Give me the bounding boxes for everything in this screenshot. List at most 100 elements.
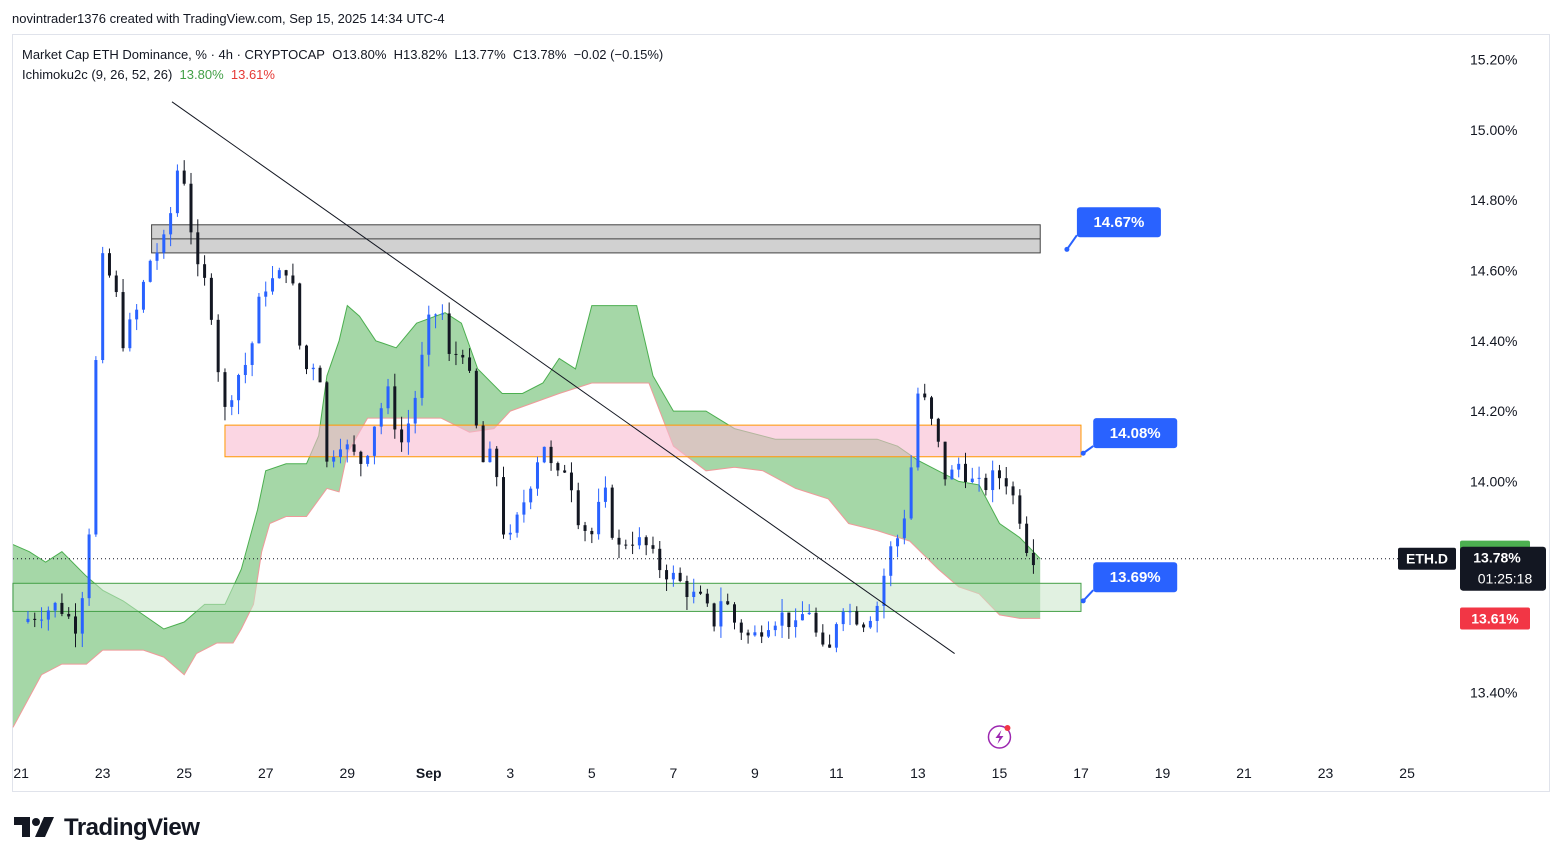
ohlc-open-value: 13.80% bbox=[342, 47, 387, 62]
candle-up bbox=[162, 234, 166, 253]
x-axis-tick-label: 5 bbox=[588, 765, 596, 781]
candle-up bbox=[794, 620, 798, 628]
green-support-zone[interactable] bbox=[12, 582, 1082, 612]
candle-down bbox=[814, 612, 818, 633]
candle-down bbox=[67, 613, 71, 617]
candle-up bbox=[427, 314, 431, 355]
x-axis-tick-label: Sep bbox=[416, 765, 442, 781]
ichimoku-span-b bbox=[12, 382, 1041, 728]
lightning-icon[interactable] bbox=[987, 725, 1012, 749]
candle-down bbox=[216, 319, 220, 373]
descending-trendline[interactable] bbox=[171, 101, 955, 654]
candle-up bbox=[753, 632, 757, 636]
candle-down bbox=[454, 353, 458, 355]
candle-up bbox=[875, 605, 879, 621]
y-axis-tick-label: 15.20% bbox=[1470, 52, 1517, 68]
x-axis-tick-label: 3 bbox=[506, 765, 514, 781]
x-axis-tick-label: 7 bbox=[669, 765, 677, 781]
candle-down bbox=[930, 397, 934, 419]
candle-up bbox=[311, 367, 315, 370]
candle-down bbox=[107, 253, 111, 276]
candle-down bbox=[685, 580, 689, 598]
candle-up bbox=[529, 488, 533, 503]
x-axis-tick-label: 29 bbox=[339, 765, 355, 781]
callout-box[interactable] bbox=[1076, 207, 1161, 238]
candle-up bbox=[94, 360, 98, 535]
candle-down bbox=[182, 170, 186, 184]
callout-label: 13.69% bbox=[1110, 569, 1161, 586]
x-axis-tick-label: 23 bbox=[1318, 765, 1334, 781]
candle-down bbox=[495, 448, 499, 478]
candle-down bbox=[556, 463, 560, 471]
candle-down bbox=[304, 345, 308, 370]
candle-up bbox=[637, 537, 641, 546]
candle-up bbox=[243, 364, 247, 376]
cloud-lower-price-label-text: 13.61% bbox=[1471, 610, 1519, 626]
candle-down bbox=[658, 548, 662, 571]
candle-up bbox=[957, 463, 961, 470]
candle-up bbox=[889, 546, 893, 576]
candle-up bbox=[237, 375, 241, 401]
x-axis-tick-label: 25 bbox=[176, 765, 192, 781]
candle-down bbox=[678, 572, 682, 581]
candle-up bbox=[230, 400, 234, 407]
candle-down bbox=[352, 444, 356, 452]
callout-box[interactable] bbox=[1093, 418, 1178, 449]
candle-down bbox=[1018, 495, 1022, 524]
candle-up bbox=[46, 610, 50, 620]
candle-up bbox=[257, 296, 261, 344]
candle-up bbox=[80, 598, 84, 634]
candle-down bbox=[746, 632, 750, 636]
candle-down bbox=[862, 624, 866, 628]
bar-countdown: 01:25:18 bbox=[1478, 571, 1533, 587]
axes-layer: 15.20% 15.00% 14.80% 14.60% 14.40% 14.20% 14.0… bbox=[13, 52, 1517, 781]
candle-down bbox=[943, 441, 947, 480]
ohlc-low-value: 13.77% bbox=[461, 47, 506, 62]
tradingview-logo[interactable]: TradingView bbox=[14, 814, 200, 842]
candle-up bbox=[338, 449, 342, 457]
y-axis-tick-label: 15.00% bbox=[1470, 122, 1517, 138]
indicator-title: Ichimoku2c (9, 26, 52, 26) bbox=[22, 67, 173, 82]
candle-down bbox=[196, 232, 200, 265]
candle-down bbox=[617, 537, 621, 545]
y-axis-tick-label: 14.20% bbox=[1470, 403, 1517, 419]
candle-down bbox=[393, 386, 397, 430]
candle-down bbox=[549, 446, 553, 464]
candle-down bbox=[569, 472, 573, 491]
candle-up bbox=[909, 467, 913, 519]
candle-up bbox=[841, 611, 845, 625]
last-price-value: 13.78% bbox=[1473, 550, 1521, 566]
candle-down bbox=[203, 264, 207, 278]
y-axis-tick-label: 13.40% bbox=[1470, 684, 1517, 700]
ohlc-close-label: C bbox=[512, 47, 523, 62]
candle-down bbox=[60, 602, 64, 614]
candle-down bbox=[189, 183, 193, 233]
candle-up bbox=[848, 611, 852, 613]
candle-up bbox=[515, 514, 519, 533]
candle-up bbox=[141, 281, 145, 310]
candle-up bbox=[175, 170, 179, 214]
candle-up bbox=[692, 591, 696, 598]
candle-up bbox=[977, 477, 981, 479]
x-axis-tick-label: 21 bbox=[13, 765, 29, 781]
candle-down bbox=[359, 451, 363, 464]
callout-box[interactable] bbox=[1093, 562, 1178, 593]
indicator-value-2: 13.61% bbox=[230, 67, 275, 82]
indicator-legend-row: Ichimoku2c (9, 26, 52, 26) 13.80% 13.61% bbox=[22, 65, 663, 85]
candle-up bbox=[434, 314, 438, 316]
candle-up bbox=[277, 270, 281, 279]
chart-attribution: novintrader1376 created with TradingView… bbox=[12, 11, 445, 26]
candle-up bbox=[53, 602, 57, 611]
x-axis-tick-label: 13 bbox=[910, 765, 926, 781]
candle-down bbox=[114, 275, 118, 293]
callout-pointer bbox=[1066, 234, 1078, 250]
candle-up bbox=[345, 444, 349, 450]
candle-down bbox=[644, 537, 648, 546]
candle-up bbox=[372, 426, 376, 456]
candle-down bbox=[739, 622, 743, 633]
candle-up bbox=[773, 625, 777, 631]
candle-down bbox=[699, 591, 703, 594]
y-axis-tick-label: 14.60% bbox=[1470, 262, 1517, 278]
last-price-label bbox=[1460, 546, 1546, 591]
